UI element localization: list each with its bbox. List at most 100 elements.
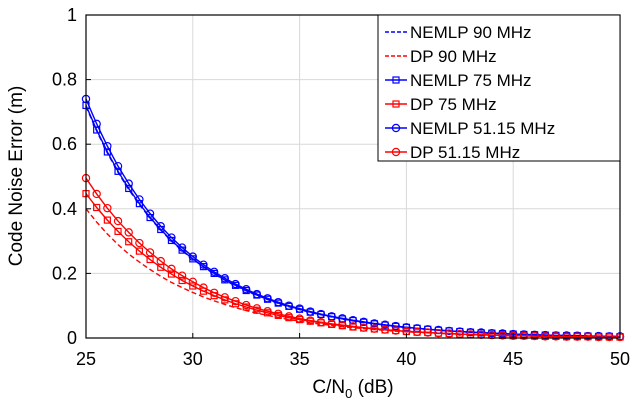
data-point: [498, 331, 507, 340]
data-point: [423, 328, 432, 337]
data-point: [263, 294, 272, 303]
data-point: [241, 285, 251, 294]
x-tick-label: 45: [503, 349, 523, 369]
data-point: [509, 331, 518, 340]
data-point: [93, 203, 101, 212]
data-point: [551, 332, 561, 341]
data-point: [359, 317, 368, 327]
data-point: [316, 309, 326, 319]
data-point: [274, 297, 283, 307]
legend-marker-nemlp-75-mhz: [392, 76, 400, 84]
data-point: [188, 252, 197, 261]
data-point: [434, 328, 443, 338]
data-point: [252, 289, 262, 299]
legend-label-dp-75-mhz: DP 75 MHz: [410, 95, 497, 114]
data-point: [573, 332, 582, 341]
y-tick-label: 0.2: [52, 263, 77, 283]
data-point: [295, 304, 304, 313]
data-point: [145, 248, 155, 257]
legend-marker-dp-51-15-mhz: [391, 147, 401, 157]
y-tick-label: 0.6: [52, 134, 77, 154]
data-point: [231, 296, 240, 306]
data-point: [199, 260, 208, 269]
data-point: [562, 332, 571, 341]
data-point: [327, 319, 336, 328]
data-point: [295, 314, 304, 323]
data-point: [391, 321, 400, 331]
legend-label-dp-90-mhz: DP 90 MHz: [410, 47, 497, 66]
data-point: [455, 327, 464, 336]
x-tick-label: 40: [396, 349, 416, 369]
data-point: [306, 307, 315, 316]
data-point: [487, 330, 497, 340]
data-point: [156, 256, 165, 266]
data-point: [391, 326, 400, 335]
data-point: [135, 247, 143, 255]
series-line-dp-51-15-mhz: [85, 177, 620, 338]
x-tick-label: 25: [76, 349, 96, 369]
data-point: [444, 326, 454, 336]
data-point: [113, 216, 123, 226]
data-point: [605, 332, 614, 342]
y-tick-label: 0.4: [52, 199, 77, 219]
data-point: [284, 312, 294, 321]
data-point: [583, 332, 593, 341]
series-lines: [81, 94, 625, 342]
legend-box: [377, 14, 621, 162]
data-point: [370, 324, 379, 333]
data-point: [124, 228, 133, 237]
y-tick-label: 1: [67, 5, 77, 25]
data-point: [189, 282, 197, 290]
data-point: [348, 322, 358, 331]
data-point: [156, 222, 165, 231]
data-point: [177, 271, 187, 280]
data-point: [519, 331, 529, 340]
legend-label-dp-51-15-mhz: DP 51.15 MHz: [410, 143, 520, 162]
data-point: [231, 279, 240, 289]
data-point: [178, 276, 186, 285]
data-point: [92, 119, 101, 129]
x-tick-label: 35: [290, 349, 310, 369]
data-point: [359, 323, 368, 332]
legend-label-nemlp-51-15-mhz: NEMLP 51.15 MHz: [410, 119, 555, 138]
legend-marker-nemlp-51-15-mhz: [391, 123, 401, 133]
data-point: [284, 301, 294, 310]
data-point: [594, 332, 603, 342]
data-point: [348, 316, 358, 325]
y-tick-label: 0.8: [52, 70, 77, 90]
data-point: [167, 270, 176, 278]
data-point: [113, 161, 123, 171]
data-point: [252, 304, 262, 313]
data-point: [124, 179, 133, 188]
series-dp-51-15-mhz: [81, 173, 625, 342]
data-point: [220, 293, 230, 302]
data-point: [199, 283, 208, 292]
data-point: [220, 274, 230, 283]
data-point: [412, 327, 422, 337]
data-point: [476, 328, 486, 337]
data-point: [444, 329, 454, 338]
data-point: [125, 238, 133, 246]
data-point: [338, 320, 347, 330]
legend: NEMLP 90 MHz DP 90 MHz NEMLP 75 MHz DP 75 M…: [377, 14, 621, 162]
data-point: [103, 141, 112, 151]
data-point: [177, 243, 187, 252]
data-point: [167, 233, 176, 242]
y-axis-label: Code Noise Error (m): [6, 86, 27, 267]
legend-label-nemlp-75-mhz: NEMLP 75 MHz: [410, 71, 532, 90]
data-point: [135, 195, 144, 204]
data-point: [167, 264, 176, 274]
data-point: [209, 288, 219, 297]
data-point: [530, 331, 539, 341]
axis-ticks: 25 30 35 40 45 50 0 0.2 0.4 0.6 0.8 1: [52, 5, 630, 369]
y-tick-label: 0: [67, 328, 77, 348]
data-point: [188, 277, 197, 286]
data-point: [306, 316, 315, 325]
data-point: [103, 216, 111, 224]
plot-frame: [85, 14, 621, 339]
x-tick-label: 50: [610, 349, 630, 369]
data-point: [380, 320, 390, 329]
data-point: [135, 238, 144, 248]
data-point: [114, 227, 122, 236]
